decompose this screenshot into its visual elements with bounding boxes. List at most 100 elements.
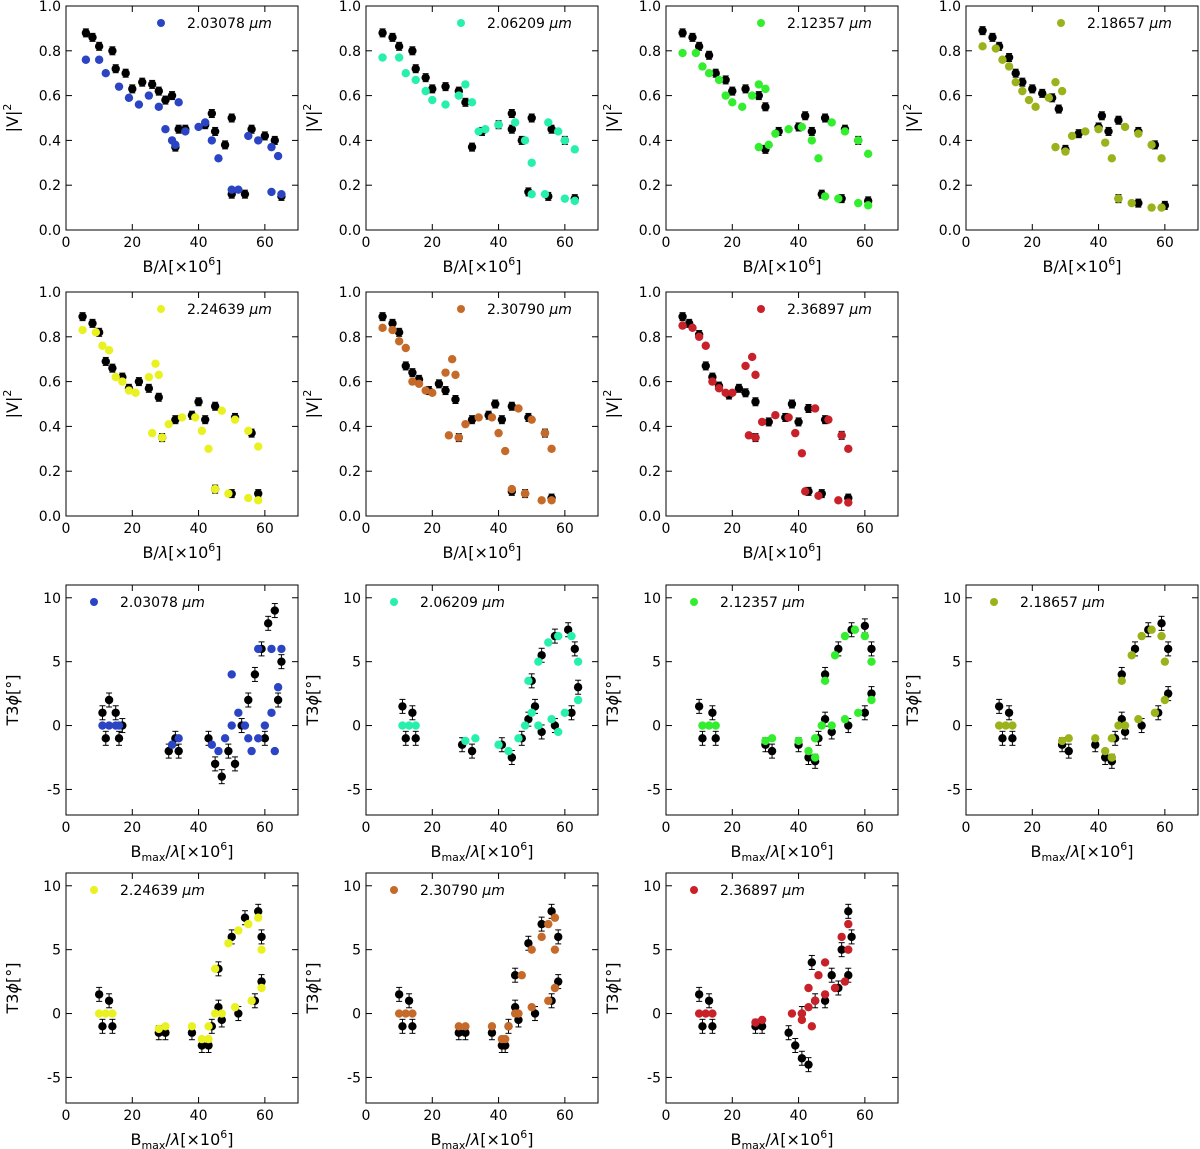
model-point (114, 721, 124, 730)
observed-point (820, 670, 830, 679)
observed-point (134, 377, 144, 386)
model-point (570, 196, 579, 206)
model-point (167, 740, 177, 749)
model-point (1160, 657, 1170, 666)
x-tick-label: 60 (256, 235, 274, 251)
model-point (144, 91, 154, 100)
model-point (524, 676, 533, 686)
model-point (844, 498, 853, 507)
plot-frame (365, 5, 599, 231)
y-tick-label: -5 (47, 782, 61, 798)
x-tick-label: 40 (790, 1108, 808, 1124)
legend-marker (457, 19, 465, 27)
model-point (854, 708, 863, 717)
y-tick-label: 5 (352, 655, 361, 671)
observed-point (728, 86, 737, 96)
model-point (807, 136, 817, 145)
model-point (244, 734, 253, 743)
model-point (1147, 140, 1156, 150)
x-tick-label: 0 (362, 1108, 371, 1124)
model-point (1057, 86, 1067, 96)
observed-point (804, 404, 813, 413)
observed-point (167, 91, 177, 100)
model-point (547, 714, 556, 724)
observed-point (567, 708, 576, 717)
plot-frame (665, 291, 899, 517)
model-point (704, 721, 714, 730)
observed-point (1163, 644, 1173, 654)
y-tick-label: 1.0 (39, 285, 61, 301)
legend-label: 2.12357 μm (720, 595, 805, 611)
model-point (1101, 138, 1110, 147)
x-tick-label: 40 (790, 820, 808, 836)
y-tick-label: 0.8 (39, 44, 61, 60)
y-tick-label: 0.2 (39, 178, 61, 194)
y-tick-label: 0.8 (339, 44, 361, 60)
plot-frame (665, 5, 899, 231)
x-tick-label: 60 (556, 820, 574, 836)
plot-frame (65, 872, 299, 1104)
model-point (827, 118, 836, 127)
model-point (157, 433, 167, 442)
plot-frame (665, 872, 899, 1104)
model-point (108, 1009, 117, 1018)
model-point (810, 734, 820, 743)
x-tick-label: 60 (256, 1108, 274, 1124)
observed-point (741, 84, 750, 94)
observed-point (174, 746, 183, 756)
y-axis-label: |V|2 (301, 390, 322, 419)
legend-label: 2.30790 μm (420, 883, 505, 899)
y-tick-label: 0.0 (39, 223, 61, 239)
x-tick-label: 20 (123, 521, 141, 537)
model-point (154, 370, 163, 380)
model-point (1120, 721, 1130, 730)
observed-point (487, 1028, 497, 1037)
x-tick-label: 0 (662, 521, 671, 537)
model-point (230, 415, 240, 424)
model-point (1051, 142, 1060, 152)
y-tick-label: 0.2 (639, 178, 661, 194)
observed-point (761, 102, 770, 112)
x-axis-label: B/λ[×106] (442, 541, 521, 562)
observed-point (434, 379, 444, 389)
panel-t3-2.03078: 0 20 40 60 -5 0 5 10 2.03078 μm Bmax/λ[×106] T3ϕ[°… (3, 584, 299, 864)
observed-point (510, 1002, 520, 1012)
observed-point (204, 1041, 213, 1050)
model-point (394, 1009, 404, 1018)
observed-point (527, 113, 536, 123)
model-point (570, 145, 579, 154)
model-point (1134, 129, 1143, 138)
model-point (1107, 734, 1117, 743)
model-point (214, 154, 223, 163)
model-point (227, 721, 236, 730)
y-tick-label: 0.0 (339, 223, 361, 239)
model-point (1067, 131, 1077, 141)
panel-vis-2.12357: 0 20 40 60 0.0 0.2 0.4 0.6 0.8 1.0 2.12357 μm B/λ[×… (601, 0, 899, 276)
model-point (810, 404, 820, 413)
model-point (244, 919, 253, 929)
y-tick-label: 0.6 (339, 375, 361, 391)
y-tick-label: 0 (352, 1007, 361, 1023)
observed-point (388, 33, 397, 42)
model-point (998, 55, 1007, 64)
model-point (534, 721, 543, 730)
observed-point (260, 131, 270, 141)
x-tick-label: 20 (423, 235, 441, 251)
y-tick-label: -5 (647, 1070, 661, 1086)
plot-frame (665, 584, 899, 816)
model-point (254, 442, 263, 451)
x-tick-label: 0 (362, 521, 371, 537)
observed-point (98, 1022, 107, 1031)
model-point (991, 44, 1001, 53)
model-point (408, 1009, 417, 1018)
model-point (204, 1034, 213, 1044)
model-point (118, 377, 127, 386)
observed-point (1011, 69, 1020, 78)
model-point (378, 53, 387, 62)
model-point (540, 189, 550, 199)
observed-point (757, 1022, 767, 1031)
y-tick-label: 0.6 (639, 375, 661, 391)
x-axis-label: B/λ[×106] (742, 255, 821, 276)
model-point (844, 444, 853, 453)
observed-point (694, 702, 704, 711)
